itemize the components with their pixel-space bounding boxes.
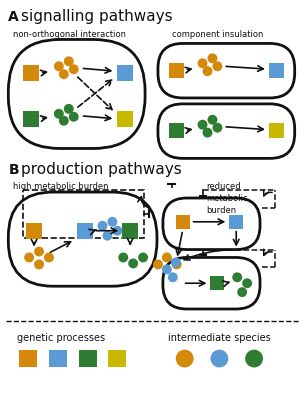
Circle shape (198, 58, 207, 68)
Circle shape (232, 272, 242, 282)
FancyBboxPatch shape (158, 44, 295, 98)
Circle shape (171, 258, 181, 267)
Bar (117, 111, 133, 127)
Circle shape (245, 350, 263, 368)
Circle shape (128, 258, 138, 268)
Bar (49, 350, 67, 368)
Circle shape (237, 287, 247, 297)
Circle shape (118, 252, 128, 262)
Circle shape (54, 109, 64, 119)
Bar (169, 63, 184, 78)
Bar (117, 65, 133, 81)
Circle shape (69, 64, 79, 74)
Bar (26, 223, 42, 239)
Bar (108, 350, 126, 368)
Circle shape (69, 112, 79, 122)
Bar (176, 215, 190, 229)
Text: genetic processes: genetic processes (17, 333, 105, 343)
Text: signalling pathways: signalling pathways (21, 9, 173, 24)
Text: component insulation: component insulation (172, 30, 263, 38)
FancyBboxPatch shape (163, 258, 260, 309)
Circle shape (213, 61, 222, 71)
Circle shape (102, 231, 112, 241)
Circle shape (172, 260, 182, 269)
Circle shape (207, 53, 217, 63)
Bar (23, 111, 39, 127)
Circle shape (162, 252, 172, 262)
Text: production pathways: production pathways (21, 162, 182, 177)
FancyBboxPatch shape (158, 104, 295, 158)
Bar (23, 65, 39, 81)
Circle shape (34, 260, 44, 269)
Circle shape (153, 260, 163, 269)
Circle shape (112, 226, 122, 236)
Text: intermediate species: intermediate species (168, 333, 271, 343)
Circle shape (59, 69, 69, 79)
Bar (229, 215, 243, 229)
Text: A: A (8, 10, 19, 24)
Circle shape (34, 246, 44, 256)
Circle shape (54, 61, 64, 71)
Circle shape (44, 252, 54, 262)
Text: high metabolic burden: high metabolic burden (13, 182, 109, 191)
Bar (269, 123, 284, 138)
Circle shape (242, 278, 252, 288)
Circle shape (59, 116, 69, 126)
Bar (122, 223, 138, 239)
Circle shape (138, 252, 148, 262)
Bar (19, 350, 37, 368)
Circle shape (162, 264, 172, 274)
Circle shape (98, 221, 107, 231)
Bar (269, 63, 284, 78)
Circle shape (64, 104, 74, 114)
Circle shape (176, 350, 194, 368)
Bar (77, 223, 92, 239)
Text: non-orthogonal interaction: non-orthogonal interaction (13, 30, 126, 38)
Circle shape (203, 128, 213, 138)
FancyBboxPatch shape (8, 40, 145, 148)
Circle shape (64, 56, 74, 66)
Circle shape (207, 115, 217, 125)
Bar (79, 350, 96, 368)
Circle shape (210, 350, 228, 368)
Circle shape (168, 272, 178, 282)
Circle shape (198, 120, 207, 130)
Bar (210, 276, 224, 290)
Circle shape (107, 217, 117, 227)
FancyBboxPatch shape (163, 198, 260, 250)
Circle shape (203, 66, 213, 76)
FancyBboxPatch shape (8, 192, 157, 286)
Text: B: B (8, 163, 19, 177)
Circle shape (213, 123, 222, 133)
Text: reduced
metabolic
burden: reduced metabolic burden (206, 182, 248, 215)
Circle shape (24, 252, 34, 262)
Bar (169, 123, 184, 138)
